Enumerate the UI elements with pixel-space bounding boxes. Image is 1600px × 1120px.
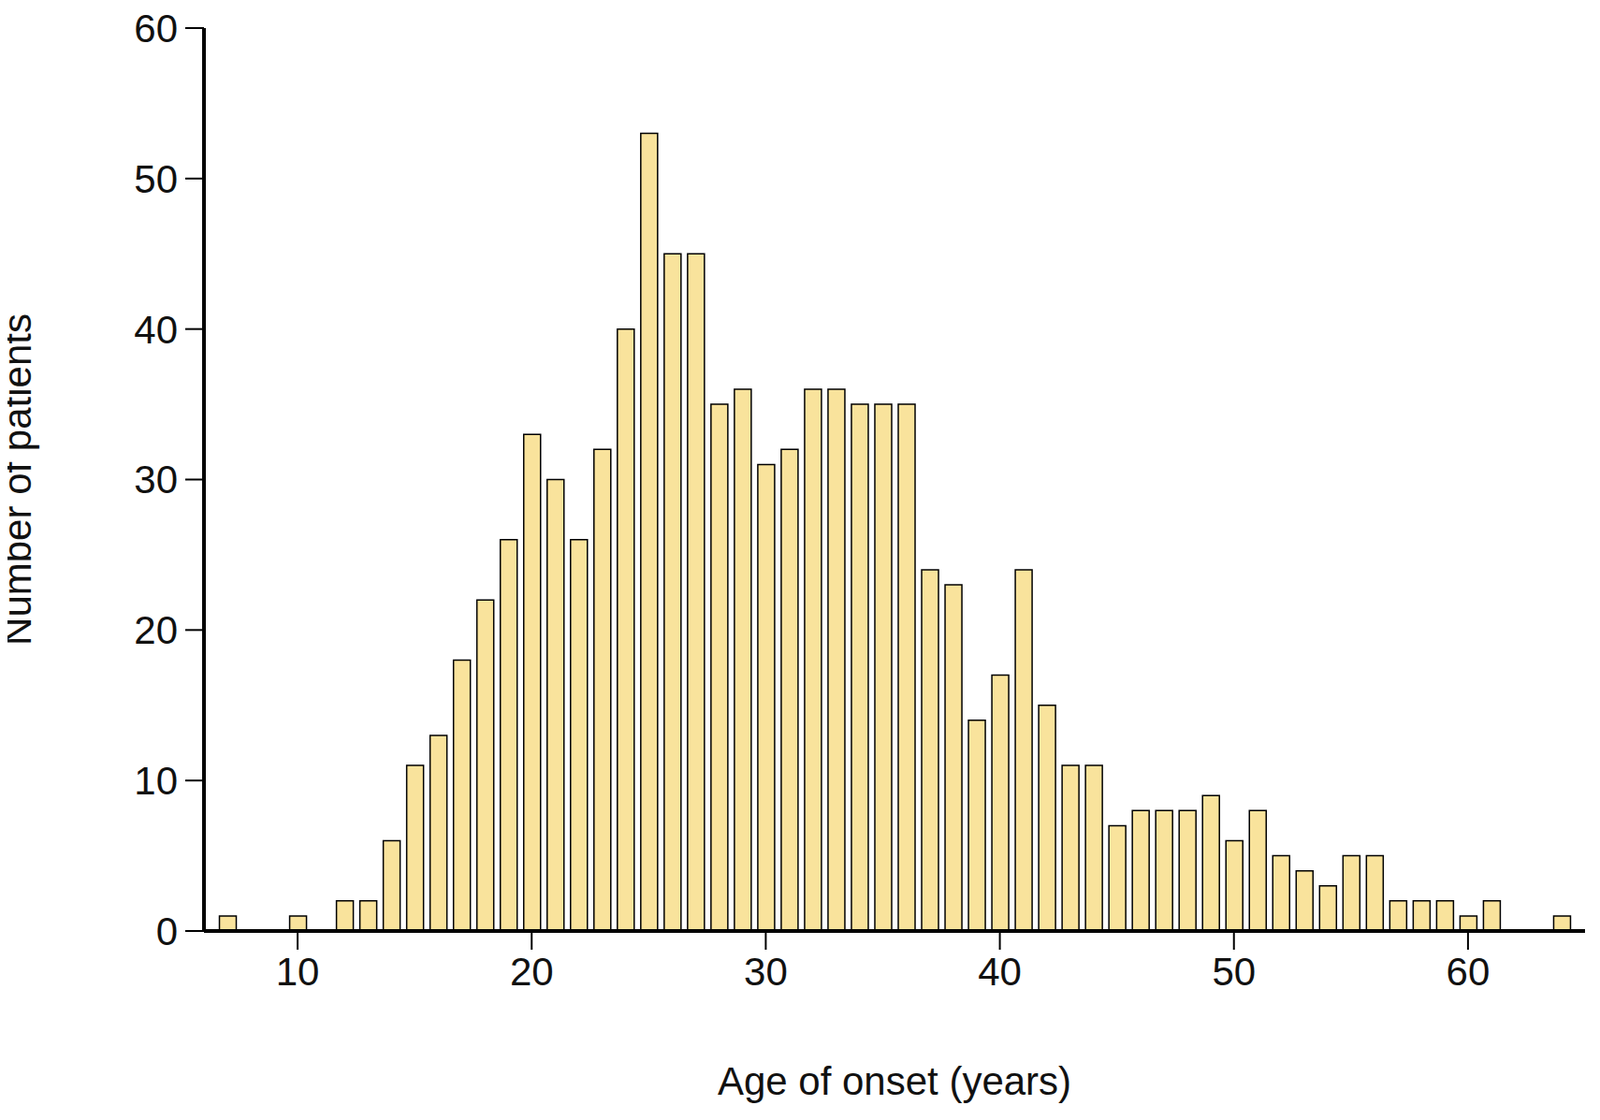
svg-text:30: 30: [743, 949, 788, 994]
svg-text:10: 10: [276, 949, 320, 994]
svg-text:10: 10: [133, 758, 178, 803]
svg-text:60: 60: [1446, 949, 1491, 994]
svg-text:60: 60: [133, 7, 178, 51]
svg-text:0: 0: [156, 909, 178, 954]
svg-text:Age of onset (years): Age of onset (years): [717, 1059, 1072, 1104]
svg-text:Number of patients: Number of patients: [7, 313, 40, 646]
svg-text:20: 20: [133, 608, 178, 653]
svg-text:40: 40: [133, 307, 178, 352]
svg-text:40: 40: [977, 949, 1022, 994]
svg-text:20: 20: [509, 949, 554, 994]
svg-text:50: 50: [1211, 949, 1256, 994]
svg-text:30: 30: [133, 457, 178, 502]
svg-text:50: 50: [133, 157, 178, 202]
